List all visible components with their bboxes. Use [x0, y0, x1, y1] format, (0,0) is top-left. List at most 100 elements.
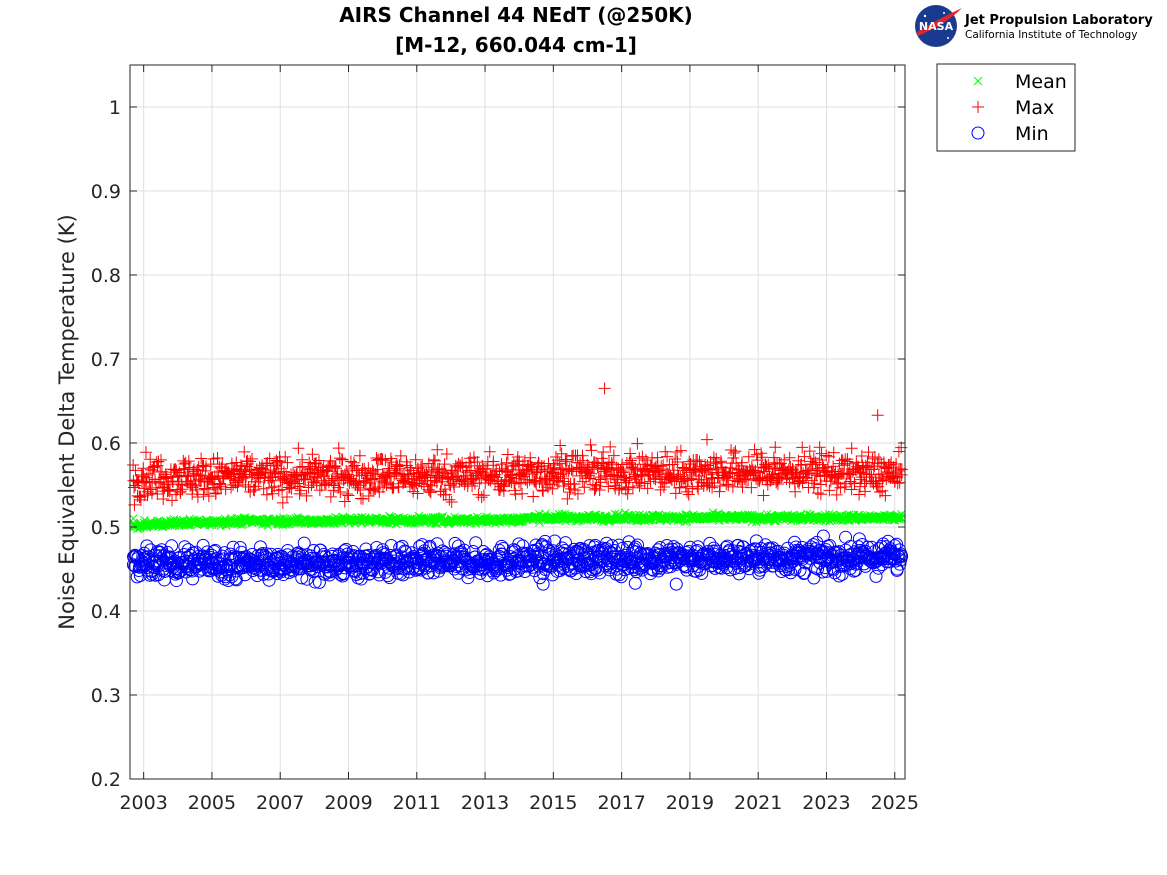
- marker-min: [415, 538, 429, 552]
- marker-max: [178, 462, 191, 475]
- marker-max: [139, 446, 152, 459]
- point-min: [649, 552, 663, 566]
- marker-min: [893, 557, 907, 571]
- marker-max: [152, 455, 165, 468]
- marker-max: [285, 482, 298, 495]
- marker-min: [430, 537, 444, 551]
- point-min: [628, 576, 642, 590]
- marker-min: [221, 573, 235, 587]
- legend-label-mean: Mean: [1015, 71, 1067, 93]
- point-min: [751, 551, 765, 565]
- point-min: [683, 551, 697, 565]
- marker-min: [226, 540, 240, 554]
- marker-max: [213, 460, 226, 473]
- y-tick-label: 0.8: [91, 265, 121, 287]
- point-min: [239, 556, 253, 570]
- marker-max: [246, 452, 259, 465]
- point-min: [171, 556, 185, 570]
- x-tick-label: 2007: [256, 792, 304, 814]
- marker-max: [238, 445, 251, 458]
- legend-label-min: Min: [1015, 123, 1049, 145]
- point-min: [478, 554, 492, 568]
- point-min: [854, 551, 868, 565]
- marker-max: [127, 459, 140, 471]
- marker-min: [612, 568, 626, 582]
- marker-max: [306, 448, 319, 461]
- x-tick-label: 2015: [529, 792, 577, 814]
- marker-min: [792, 543, 806, 557]
- point-min: [615, 552, 629, 566]
- marker-max: [313, 454, 326, 467]
- legend-label-max: Max: [1015, 97, 1054, 119]
- marker-max: [280, 490, 293, 503]
- marker-min: [599, 542, 613, 556]
- marker-min: [413, 539, 427, 553]
- marker-min: [664, 560, 678, 574]
- marker-min: [631, 538, 645, 552]
- point-min: [819, 551, 833, 565]
- marker-min: [849, 563, 863, 577]
- marker-max: [206, 471, 219, 484]
- marker-min: [196, 538, 210, 552]
- marker-max: [200, 460, 213, 473]
- marker-min: [600, 536, 614, 550]
- marker-max: [174, 485, 187, 498]
- legend: Mean Max Min: [936, 63, 1076, 152]
- marker-min: [140, 539, 154, 553]
- jpl-logo: NASA Jet Propulsion Laboratory Californi…: [915, 5, 1153, 47]
- marker-min: [548, 534, 562, 548]
- marker-max: [292, 442, 305, 455]
- marker-max: [191, 490, 204, 503]
- point-min: [410, 555, 424, 569]
- marker-max: [204, 458, 217, 471]
- y-tick-label: 0.9: [91, 181, 121, 203]
- marker-max: [202, 490, 215, 503]
- marker-min: [546, 568, 560, 582]
- marker-max: [153, 473, 166, 486]
- point-min: [444, 555, 458, 569]
- marker-min: [503, 567, 517, 581]
- marker-max: [260, 457, 273, 470]
- y-axis-label: Noise Equivalent Delta Temperature (K): [55, 214, 79, 630]
- marker-max: [191, 464, 204, 477]
- marker-min: [869, 569, 883, 583]
- point-min: [376, 555, 390, 569]
- marker-max: [242, 481, 255, 494]
- marker-max: [305, 479, 318, 492]
- org-subtitle: California Institute of Technology: [965, 29, 1137, 41]
- marker-min: [807, 571, 821, 585]
- x-tick-label: 2017: [597, 792, 645, 814]
- x-tick-label: 2013: [461, 792, 509, 814]
- marker-min: [262, 573, 276, 587]
- marker-min: [382, 554, 396, 568]
- point-min: [669, 577, 683, 591]
- marker-min: [749, 534, 763, 548]
- marker-max: [198, 482, 211, 495]
- marker-max: [151, 488, 164, 501]
- marker-min: [295, 571, 309, 585]
- marker-max: [269, 468, 282, 481]
- point-min: [536, 577, 550, 591]
- marker-min: [165, 539, 179, 553]
- marker-min: [317, 547, 331, 561]
- marker-max: [294, 484, 307, 497]
- marker-min: [245, 547, 259, 561]
- marker-min: [250, 569, 264, 583]
- x-tick-label: 2005: [188, 792, 236, 814]
- plot-area: [130, 65, 905, 779]
- marker-min: [144, 543, 158, 557]
- y-tick-label: 0.5: [91, 517, 121, 539]
- marker-max: [271, 456, 284, 469]
- marker-min: [538, 534, 552, 548]
- marker-max: [129, 464, 142, 477]
- marker-max: [155, 453, 168, 466]
- marker-min: [484, 553, 498, 567]
- marker-max: [265, 481, 278, 494]
- y-tick-label: 0.7: [91, 349, 121, 371]
- y-tick-label: 1: [109, 97, 121, 119]
- marker-min: [495, 539, 509, 553]
- marker-max: [170, 464, 183, 477]
- point-min: [512, 554, 526, 568]
- marker-min: [256, 546, 270, 560]
